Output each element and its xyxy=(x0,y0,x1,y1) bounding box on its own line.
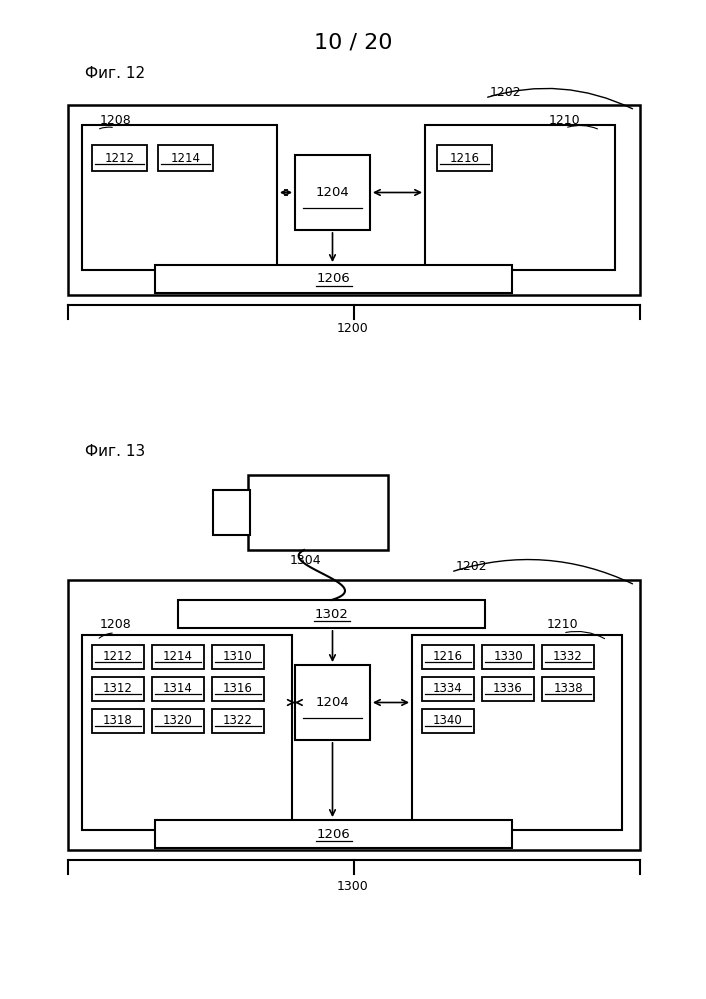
Bar xyxy=(92,677,144,701)
Text: 1202: 1202 xyxy=(490,87,522,100)
Bar xyxy=(542,677,594,701)
Bar xyxy=(158,145,213,171)
Text: 1210: 1210 xyxy=(549,114,580,127)
Text: 1340: 1340 xyxy=(433,714,463,727)
Text: 1216: 1216 xyxy=(433,650,463,663)
Text: 1322: 1322 xyxy=(223,714,253,727)
Text: 1202: 1202 xyxy=(456,560,488,573)
Bar xyxy=(82,125,277,270)
Text: 1314: 1314 xyxy=(163,682,193,695)
Text: Фиг. 12: Фиг. 12 xyxy=(85,66,145,81)
Bar xyxy=(295,155,370,230)
Bar xyxy=(437,145,492,171)
Bar xyxy=(155,820,512,848)
Bar xyxy=(482,645,534,669)
Bar xyxy=(152,645,204,669)
Text: 1208: 1208 xyxy=(100,618,132,631)
Text: 1312: 1312 xyxy=(103,682,133,695)
Text: Фиг. 13: Фиг. 13 xyxy=(85,445,145,460)
Bar xyxy=(155,265,512,293)
Text: 1310: 1310 xyxy=(223,650,253,663)
Bar xyxy=(295,665,370,740)
Text: 1212: 1212 xyxy=(104,152,135,165)
Text: 1214: 1214 xyxy=(171,152,201,165)
Bar xyxy=(212,645,264,669)
Bar xyxy=(422,645,474,669)
Text: 1210: 1210 xyxy=(546,618,578,631)
Bar xyxy=(248,475,388,550)
Bar xyxy=(542,645,594,669)
Text: 1200: 1200 xyxy=(337,323,369,336)
Bar xyxy=(425,125,615,270)
Bar xyxy=(68,105,640,295)
Text: 1318: 1318 xyxy=(103,714,133,727)
Bar xyxy=(213,490,250,535)
Text: 1334: 1334 xyxy=(433,682,463,695)
Bar xyxy=(178,600,485,628)
Text: 1206: 1206 xyxy=(316,827,350,840)
Text: 1332: 1332 xyxy=(553,650,583,663)
Text: 1320: 1320 xyxy=(163,714,193,727)
Bar xyxy=(212,677,264,701)
Text: 1204: 1204 xyxy=(316,696,349,709)
Text: 1204: 1204 xyxy=(316,186,349,199)
Text: 1338: 1338 xyxy=(554,682,583,695)
Bar xyxy=(92,145,147,171)
Bar xyxy=(92,709,144,733)
Text: 1302: 1302 xyxy=(315,607,349,620)
Bar xyxy=(82,635,292,830)
Bar xyxy=(152,709,204,733)
Text: 1212: 1212 xyxy=(103,650,133,663)
Bar xyxy=(412,635,622,830)
Text: 1336: 1336 xyxy=(493,682,523,695)
Text: 10 / 20: 10 / 20 xyxy=(313,32,393,52)
Bar xyxy=(68,580,640,850)
Text: 1300: 1300 xyxy=(337,879,369,892)
Text: 1316: 1316 xyxy=(223,682,253,695)
Bar xyxy=(422,677,474,701)
Text: 1216: 1216 xyxy=(450,152,479,165)
Bar xyxy=(92,645,144,669)
Bar xyxy=(152,677,204,701)
Bar xyxy=(482,677,534,701)
Text: 1206: 1206 xyxy=(316,273,350,286)
Bar xyxy=(422,709,474,733)
Text: 1330: 1330 xyxy=(493,650,523,663)
Text: 1208: 1208 xyxy=(100,114,132,127)
Text: 1304: 1304 xyxy=(290,553,322,566)
Text: 1214: 1214 xyxy=(163,650,193,663)
Bar xyxy=(212,709,264,733)
